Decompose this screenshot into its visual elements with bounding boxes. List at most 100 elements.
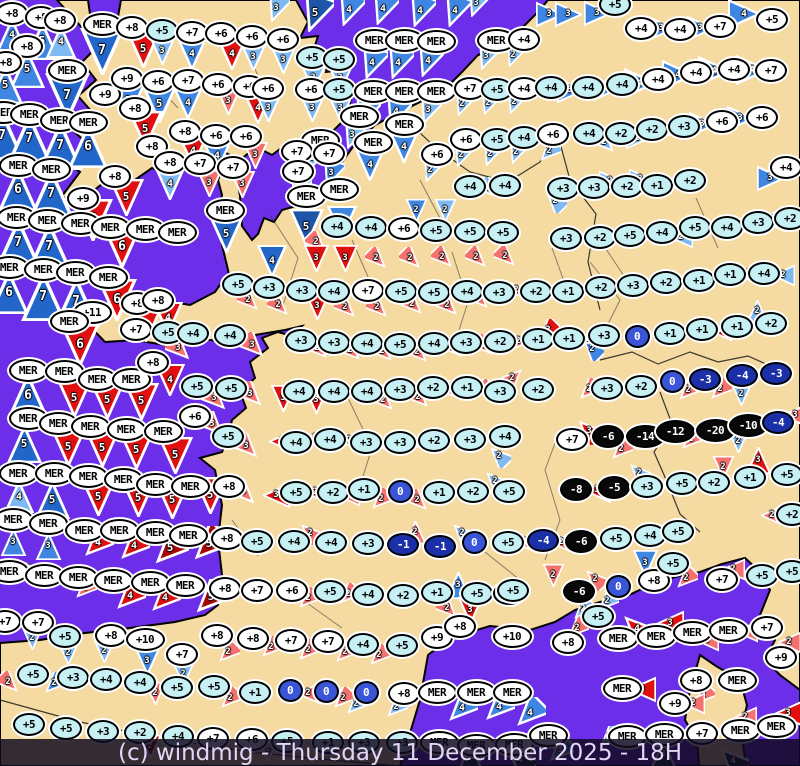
sea-label-marker: MER xyxy=(106,418,146,441)
sea-label-marker: MER xyxy=(77,368,117,391)
temperature-marker: +6 xyxy=(276,579,308,602)
sea-label-marker: MER xyxy=(70,415,110,438)
temperature-marker: 0 xyxy=(313,680,339,703)
sea-label-marker: MER xyxy=(111,368,151,391)
temperature-marker: +4 xyxy=(214,324,246,347)
temperature-marker: +7 xyxy=(176,21,208,44)
temperature-marker: +4 xyxy=(625,17,657,40)
temperature-marker: +8 xyxy=(209,577,241,600)
temperature-marker: +2 xyxy=(484,330,516,353)
wind-arrow: 3 xyxy=(332,244,359,272)
sea-label-marker: MER xyxy=(125,218,165,241)
wind-arrow: 3 xyxy=(0,528,27,556)
wind-arrow: 3 xyxy=(781,401,800,429)
temperature-marker: +7 xyxy=(22,611,54,634)
temperature-marker: +3 xyxy=(350,431,382,454)
wind-arrow: 3 xyxy=(554,0,582,28)
wind-arrow: 2 xyxy=(771,263,795,287)
sea-label-marker: MER xyxy=(9,103,49,126)
temperature-marker: +1 xyxy=(451,376,483,399)
status-bar: (c) windmig - Thursday 11 December 2025 … xyxy=(0,739,800,766)
temperature-marker: -4 xyxy=(527,529,559,552)
sea-label-marker: MER xyxy=(135,473,175,496)
sea-label-marker: MER xyxy=(598,627,638,650)
temperature-marker: +5 xyxy=(666,472,698,495)
temperature-marker: +2 xyxy=(776,503,800,526)
temperature-marker: +1 xyxy=(734,466,766,489)
temperature-marker: +5 xyxy=(492,531,524,554)
temperature-marker: 0 xyxy=(353,681,379,704)
temperature-marker: +1 xyxy=(239,681,271,704)
temperature-marker: -4 xyxy=(762,411,794,434)
sea-label-marker: MER xyxy=(756,715,796,738)
wind-arrow: 2 xyxy=(217,640,240,664)
temperature-marker: +6 xyxy=(252,77,284,100)
temperature-marker: -6 xyxy=(565,530,597,553)
temperature-marker: +5 xyxy=(454,220,486,243)
wind-arrow: 4 xyxy=(256,245,288,277)
temperature-marker: -3 xyxy=(689,368,721,391)
wind-arrow: 6 xyxy=(0,272,30,314)
temperature-marker: +4 xyxy=(572,76,604,99)
wind-arrow: 2 xyxy=(464,245,488,269)
temperature-marker: +7 xyxy=(454,77,486,100)
sea-label-marker: MER xyxy=(24,564,64,587)
wind-arrow: 2 xyxy=(332,686,355,710)
wind-arrow: 5 xyxy=(6,425,43,463)
temperature-marker: +5 xyxy=(323,48,355,71)
wind-arrow: 6 xyxy=(67,126,109,168)
temperature-marker: +5 xyxy=(418,281,450,304)
wind-arrow: 2 xyxy=(712,455,735,479)
temperature-marker: +3 xyxy=(550,227,582,250)
sea-label-marker: MER xyxy=(68,465,108,488)
temperature-marker: +8 xyxy=(638,569,670,592)
wind-arrow: 3 xyxy=(583,0,611,27)
sea-label-marker: MER xyxy=(708,619,748,642)
sea-label-marker: MER xyxy=(0,154,38,177)
temperature-marker: +8 xyxy=(142,289,174,312)
temperature-marker: 0 xyxy=(277,679,303,702)
temperature-marker: +9 xyxy=(765,646,797,669)
wind-arrow: 4 xyxy=(154,364,186,396)
temperature-marker: +5 xyxy=(314,580,346,603)
temperature-marker: +5 xyxy=(746,564,778,587)
wind-arrow: 2 xyxy=(488,445,511,468)
temperature-marker: +6 xyxy=(746,106,778,129)
temperature-marker: +2 xyxy=(457,480,489,503)
temperature-marker: +7 xyxy=(352,279,384,302)
temperature-marker: +3 xyxy=(483,281,515,304)
temperature-marker: +3 xyxy=(668,115,700,138)
temperature-marker: +5 xyxy=(384,333,416,356)
temperature-marker: +5 xyxy=(146,19,178,42)
temperature-marker: +9 xyxy=(111,67,143,90)
temperature-marker: +5 xyxy=(198,675,230,698)
sea-label-marker: MER xyxy=(27,209,67,232)
temperature-marker: +4 xyxy=(573,122,605,145)
temperature-marker: +8 xyxy=(213,475,245,498)
temperature-marker: +1 xyxy=(522,328,554,351)
temperature-marker: +4 xyxy=(352,583,384,606)
sea-label-marker: MER xyxy=(64,519,104,542)
temperature-marker: +3 xyxy=(285,329,317,352)
temperature-marker: +7 xyxy=(217,156,249,179)
sea-label-marker: MER xyxy=(168,524,208,547)
temperature-marker: +5 xyxy=(17,663,49,686)
temperature-marker: -8 xyxy=(560,478,592,501)
temperature-marker: +2 xyxy=(317,481,349,504)
temperature-marker: +4 xyxy=(315,531,347,554)
wind-arrow: 4 xyxy=(367,0,399,25)
temperature-marker: +5 xyxy=(420,219,452,242)
temperature-marker: +6 xyxy=(706,110,738,133)
sea-label-marker: MER xyxy=(319,178,359,201)
temperature-marker: 0 xyxy=(624,325,650,348)
temperature-marker: +4 xyxy=(664,18,696,41)
sea-label-marker: MER xyxy=(39,109,79,132)
temperature-marker: +2 xyxy=(674,169,706,192)
sea-label-marker: MER xyxy=(602,677,642,700)
sea-label-marker: MER xyxy=(492,681,532,704)
temperature-marker: +2 xyxy=(774,207,800,230)
temperature-marker: +4 xyxy=(680,61,712,84)
temperature-marker: +5 xyxy=(599,0,631,16)
temperature-marker: +5 xyxy=(386,634,418,657)
